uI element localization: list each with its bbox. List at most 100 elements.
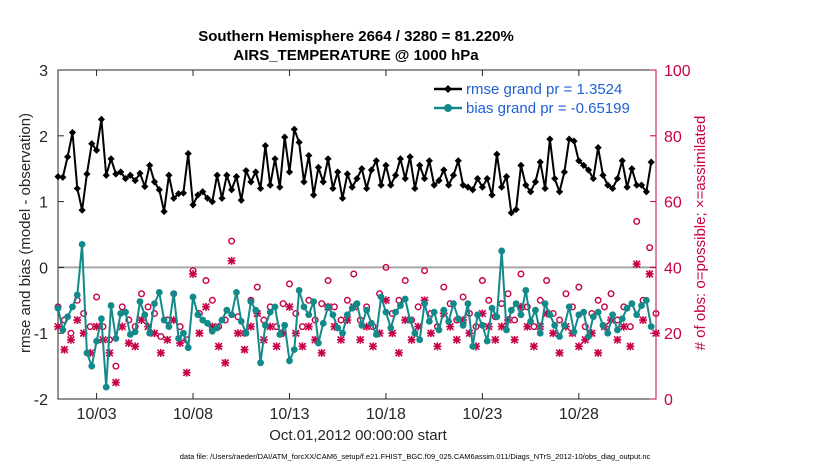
obs-possible-point — [401, 277, 409, 285]
rmse-point — [642, 188, 650, 196]
bias-point — [189, 293, 197, 301]
obs-possible-point — [343, 296, 351, 304]
bias-point — [483, 337, 491, 345]
bias-point — [213, 324, 221, 332]
rmse-point — [208, 198, 216, 206]
y-tick-label: -1 — [34, 326, 48, 343]
rmse-point — [546, 135, 554, 143]
obs-assimilated-point — [510, 335, 519, 344]
x-tick-label: 10/03 — [77, 406, 117, 423]
bias-point — [560, 321, 568, 329]
rmse-point — [425, 157, 433, 165]
bias-point — [112, 335, 120, 342]
obs-assimilated-point — [491, 335, 500, 344]
obs-assimilated-point — [234, 329, 242, 338]
rmse-point — [189, 201, 197, 209]
rmse-point — [199, 188, 207, 196]
rmse-point — [527, 188, 535, 196]
bias-point — [642, 296, 650, 304]
bias-point — [107, 302, 115, 309]
rmse-point — [502, 172, 511, 181]
right-y-tick-label: 100 — [664, 63, 691, 80]
bias-point — [64, 313, 72, 321]
bias-point — [527, 317, 535, 325]
obs-possible-point — [202, 277, 210, 285]
obs-possible-point — [478, 277, 486, 285]
bias-point — [339, 329, 346, 337]
x-tick-label: 10/28 — [559, 406, 599, 423]
obs-possible-point — [93, 293, 101, 301]
data-file-note: data file: /Users/raeder/DAI/ATM_forcXX/… — [180, 452, 651, 461]
bias-point — [368, 319, 375, 327]
rmse-series-line — [57, 119, 653, 215]
bias-point — [146, 329, 154, 337]
bias-point — [78, 240, 86, 248]
obs-assimilated-point — [465, 329, 474, 338]
obs-possible-point — [607, 290, 615, 298]
bias-point — [261, 321, 269, 329]
bias-point — [512, 300, 520, 307]
obs-assimilated-point — [272, 342, 281, 351]
legend-box — [430, 77, 642, 120]
obs-assimilated-point — [639, 316, 648, 324]
rmse-point — [560, 168, 568, 176]
obs-assimilated-point — [574, 342, 583, 351]
y-axis-label: rmse and bias (model - observation) — [17, 113, 34, 353]
obs-possible-point — [138, 290, 146, 298]
rmse-point — [131, 176, 139, 185]
bias-point — [194, 311, 202, 319]
obs-possible-point — [208, 296, 216, 304]
obs-possible-point — [556, 316, 564, 324]
obs-assimilated-point — [54, 322, 62, 331]
chart-subtitle: AIRS_TEMPERATURE @ 1000 hPa — [233, 47, 479, 64]
rmse-point — [126, 171, 134, 179]
obs-assimilated-point — [317, 348, 326, 357]
rmse-point — [155, 186, 163, 194]
rmse-point — [314, 163, 323, 171]
bias-point — [237, 317, 245, 325]
rmse-point — [435, 176, 443, 185]
obs-assimilated-point — [381, 296, 390, 305]
right-y-tick-label: 60 — [664, 195, 682, 212]
obs-possible-point — [646, 244, 654, 252]
bias-point — [493, 313, 501, 321]
obs-assimilated-point — [426, 329, 435, 338]
rmse-point — [324, 155, 332, 163]
legend-bias-marker — [444, 104, 452, 112]
obs-assimilated-point — [201, 302, 210, 311]
rmse-point — [300, 178, 308, 186]
obs-assimilated-point — [246, 322, 255, 331]
bias-point — [459, 321, 467, 329]
obs-possible-point — [112, 362, 120, 370]
bias-point — [580, 308, 588, 316]
bias-point — [372, 331, 380, 338]
bias-point — [445, 317, 453, 325]
obs-assimilated-point — [594, 348, 603, 357]
bias-point — [623, 304, 631, 312]
x-tick-label: 10/13 — [269, 406, 309, 423]
rmse-point — [440, 166, 448, 174]
rmse-point — [54, 172, 62, 181]
rmse-point — [459, 181, 467, 189]
y-tick-label: 0 — [39, 260, 48, 277]
rmse-point — [382, 161, 390, 170]
bias-point — [151, 300, 158, 307]
rmse-point — [276, 183, 284, 191]
rmse-point — [83, 170, 91, 178]
obs-possible-point — [157, 332, 165, 340]
obs-assimilated-point — [66, 335, 75, 344]
bias-point — [208, 327, 216, 335]
obs-possible-point — [253, 283, 261, 291]
bias-point — [599, 321, 607, 329]
bias-point — [319, 319, 327, 327]
obs-assimilated-point — [375, 329, 384, 338]
obs-possible-point — [350, 270, 358, 278]
rmse-point — [498, 183, 506, 191]
obs-assimilated-point — [369, 342, 377, 351]
bias-point — [536, 329, 544, 337]
bias-point — [382, 308, 390, 316]
bias-point — [266, 308, 274, 316]
rmse-point — [102, 171, 110, 179]
obs-assimilated-point — [632, 260, 641, 269]
bias-point — [233, 289, 240, 296]
